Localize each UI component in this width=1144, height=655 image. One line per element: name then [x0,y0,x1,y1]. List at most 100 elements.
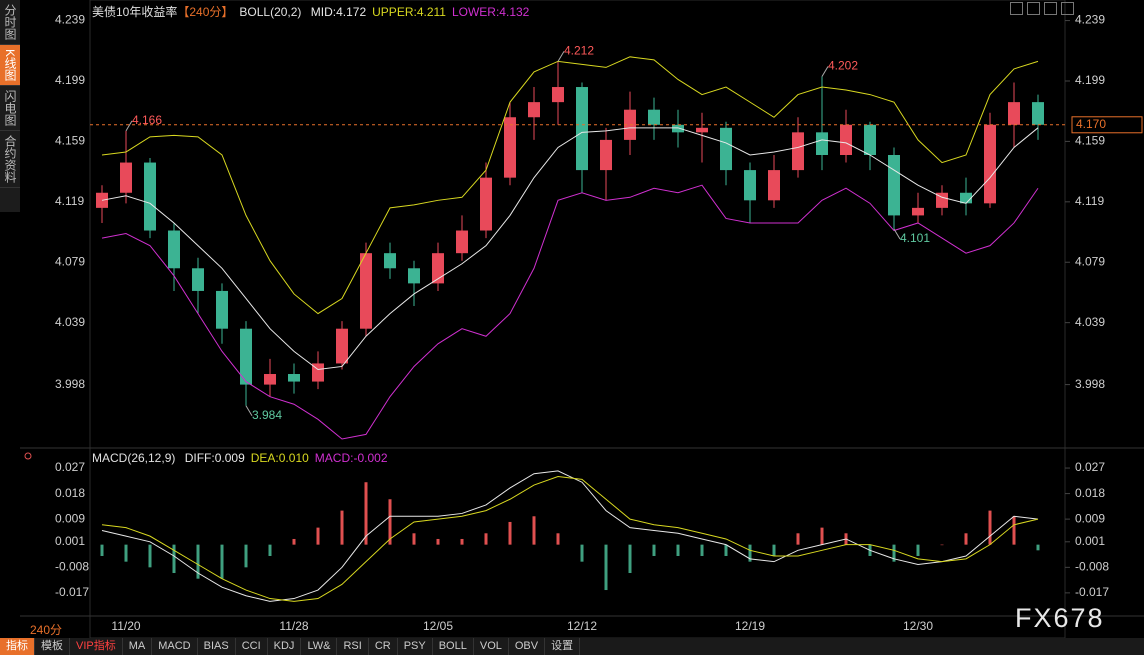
x-tick-label: 11/20 [111,619,140,633]
candle-body [384,253,396,268]
sidebar-tab[interactable]: 分时图 [0,0,20,45]
instrument-title: 美债10年收益率 [92,5,177,19]
y-tick-label-right: 4.039 [1075,315,1105,329]
toolbar-button[interactable]: BOLL [433,638,474,655]
x-tick-label: 12/05 [423,619,453,633]
macd-bar [245,545,248,568]
settings-dot[interactable] [25,453,31,459]
x-tick-label: 12/30 [903,619,933,633]
sidebar-tab[interactable]: 合约资料 [0,131,20,188]
toolbar-button[interactable]: CR [369,638,398,655]
toolbar-button[interactable]: BIAS [198,638,236,655]
y-tick-label: 4.239 [55,13,85,27]
period-selector[interactable]: 240分 [30,621,62,638]
macd-bar [773,545,776,556]
toolbar-button[interactable]: MA [123,638,153,655]
candle-body [768,170,780,200]
indicator-line [102,471,1038,601]
macd-bar [341,511,344,545]
candle-body [456,231,468,254]
candle-body [792,132,804,170]
y-tick-label-right: 4.159 [1075,134,1105,148]
watermark: FX678 [1015,603,1105,634]
y-tick-label-right: 0.009 [1075,511,1105,525]
toolbar-button[interactable]: MACD [152,638,197,655]
macd-bar [101,545,104,556]
candle-body [840,125,852,155]
extreme-label: 4.202 [828,59,858,73]
macd-bar [413,533,416,544]
y-tick-label: 0.009 [55,511,85,525]
indicator-line [102,185,1038,439]
toolbar-button[interactable]: OBV [509,638,545,655]
toolbar-button[interactable]: LW& [301,638,337,655]
macd-bar [149,545,152,568]
candle-body [864,125,876,155]
tool-icon[interactable] [1061,2,1074,15]
macd-bar [437,539,440,545]
sidebar-tab[interactable]: 闪电图 [0,86,20,131]
y-tick-label-right: 0.018 [1075,486,1105,500]
candle-body [216,291,228,329]
legend-entry: UPPER:4.211 [372,5,446,19]
y-tick-label: 3.998 [55,377,85,391]
candle-body [600,140,612,170]
macd-bar [917,545,920,556]
period[interactable]: 【240分】 [177,5,233,19]
toolbar-button[interactable]: 模板 [35,638,70,655]
y-tick-label: -0.008 [55,560,89,574]
tool-icon[interactable] [1010,2,1023,15]
candle-body [408,268,420,283]
toolbar-button[interactable]: CCI [236,638,268,655]
macd-bar [797,533,800,544]
macd-bar [557,533,560,544]
candle-body [168,231,180,269]
legend-entry: MID:4.172 [311,5,366,19]
toolbar-button[interactable]: 设置 [545,638,580,655]
legend-entry: LOWER:4.132 [452,5,529,19]
y-tick-label: -0.017 [55,585,89,599]
candle-body [1008,102,1020,125]
candle-body [816,132,828,155]
tool-icon[interactable] [1027,2,1040,15]
toolbar-button[interactable]: PSY [398,638,433,655]
last-price-label: 4.170 [1076,117,1106,131]
candle-body [360,253,372,329]
candle-body [960,193,972,204]
price-header: 美债10年收益率【240分】BOLL(20,2) MID:4.172UPPER:… [92,3,535,20]
extreme-label: 3.984 [252,408,282,422]
macd-bar [509,522,512,545]
candle-body [528,102,540,117]
sidebar-tab[interactable]: K线图 [0,45,20,86]
y-tick-label-right: -0.008 [1075,560,1109,574]
macd-bar [629,545,632,573]
candle-body [720,128,732,170]
y-tick-label: 0.018 [55,486,85,500]
y-tick-label-right: 4.079 [1075,254,1105,268]
macd-bar [269,545,272,556]
macd-bar [677,545,680,556]
macd-bar [461,539,464,545]
extreme-label: 4.212 [564,44,594,58]
macd-bar [1037,545,1040,551]
toolbar-button[interactable]: VOL [474,638,509,655]
toolbar: 指标模板VIP指标MAMACDBIASCCIKDJLW&RSICRPSYBOLL… [0,638,1144,655]
tool-icon[interactable] [1044,2,1057,15]
toolbar-button[interactable]: RSI [337,638,368,655]
y-tick-label-right: 4.199 [1075,73,1105,87]
y-tick-label-right: 4.239 [1075,13,1105,27]
candle-body [744,170,756,200]
y-tick-label-right: 0.001 [1075,534,1105,548]
macd-bar [293,539,296,545]
toolbar-button[interactable]: 指标 [0,638,35,655]
macd-bar [653,545,656,556]
toolbar-button[interactable]: KDJ [268,638,302,655]
candle-body [1032,102,1044,125]
toolbar-button[interactable]: VIP指标 [70,638,123,655]
candle-body [144,163,156,231]
y-tick-label: 4.119 [55,194,84,208]
candle-body [336,329,348,364]
macd-bar [317,528,320,545]
